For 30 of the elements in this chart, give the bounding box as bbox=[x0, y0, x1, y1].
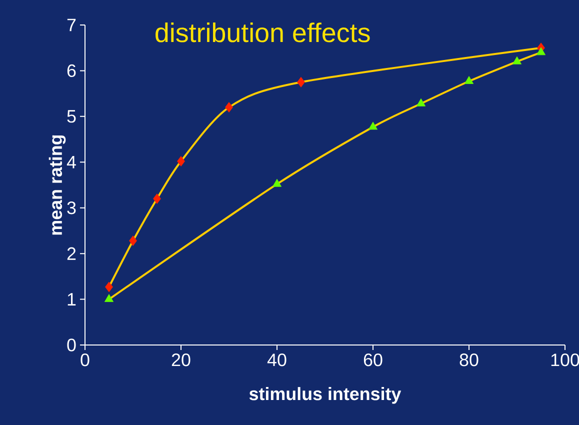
x-tick-label: 60 bbox=[364, 354, 382, 366]
point bbox=[153, 194, 161, 204]
x-tick-label: 100 bbox=[551, 354, 579, 366]
point bbox=[416, 98, 426, 106]
point bbox=[536, 47, 546, 56]
x-tick-label: 20 bbox=[172, 354, 190, 366]
x-tick-label: 0 bbox=[80, 354, 90, 366]
point bbox=[129, 236, 137, 246]
y-tick-label: 5 bbox=[67, 110, 76, 123]
x-axis-title: stimulus intensity bbox=[249, 387, 402, 404]
y-tick-label: 0 bbox=[67, 338, 76, 352]
point bbox=[272, 178, 282, 187]
point bbox=[512, 56, 522, 64]
y-axis-title: mean rating bbox=[48, 135, 66, 235]
y-tick-label: 1 bbox=[68, 293, 76, 306]
chart-title: distribution effects bbox=[156, 22, 370, 42]
x-tick-label: 80 bbox=[460, 354, 478, 366]
point bbox=[297, 76, 305, 88]
y-tick-label: 4 bbox=[66, 156, 76, 168]
point bbox=[464, 76, 474, 84]
point bbox=[177, 156, 185, 166]
y-tick-label: 3 bbox=[67, 202, 76, 214]
x-tick-label: 40 bbox=[267, 354, 286, 366]
point bbox=[104, 294, 114, 302]
point bbox=[368, 122, 378, 130]
y-tick-label: 2 bbox=[67, 247, 76, 260]
y-tick-label: 7 bbox=[67, 18, 76, 32]
point bbox=[225, 102, 233, 112]
point bbox=[105, 282, 113, 292]
y-tick-label: 6 bbox=[67, 64, 76, 78]
